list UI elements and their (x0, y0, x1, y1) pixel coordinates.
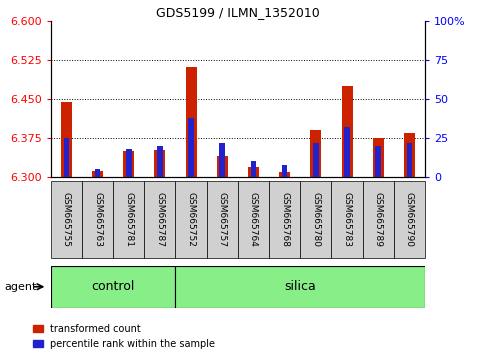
Bar (63, 138, 69, 177)
Bar (313, 143, 319, 177)
Text: GSM665790: GSM665790 (405, 192, 414, 247)
Bar (282, 165, 287, 177)
Text: GSM665764: GSM665764 (249, 192, 258, 247)
Title: GDS5199 / ILMN_1352010: GDS5199 / ILMN_1352010 (156, 6, 320, 19)
Text: control: control (91, 280, 135, 293)
FancyBboxPatch shape (144, 181, 175, 258)
FancyBboxPatch shape (51, 181, 82, 258)
Text: silica: silica (284, 280, 316, 293)
Bar (188, 118, 194, 177)
Text: GSM665757: GSM665757 (218, 192, 227, 247)
Bar (344, 127, 350, 177)
FancyBboxPatch shape (331, 181, 363, 258)
Bar (61, 102, 72, 177)
Bar (157, 146, 163, 177)
Bar (248, 167, 259, 177)
Bar (217, 156, 228, 177)
Bar (219, 143, 225, 177)
Bar (95, 169, 100, 177)
Bar (92, 171, 103, 177)
Bar (311, 130, 321, 177)
Bar (341, 86, 353, 177)
Bar (375, 146, 381, 177)
FancyBboxPatch shape (394, 181, 425, 258)
FancyBboxPatch shape (113, 181, 144, 258)
Bar (126, 149, 131, 177)
Bar (373, 138, 384, 177)
Bar (279, 172, 290, 177)
FancyBboxPatch shape (82, 181, 113, 258)
Bar (407, 143, 412, 177)
FancyBboxPatch shape (363, 181, 394, 258)
Bar (155, 150, 165, 177)
FancyBboxPatch shape (175, 266, 425, 308)
Text: GSM665787: GSM665787 (156, 192, 164, 247)
Text: GSM665752: GSM665752 (186, 192, 196, 247)
FancyBboxPatch shape (207, 181, 238, 258)
Text: GSM665789: GSM665789 (374, 192, 383, 247)
Bar (123, 151, 134, 177)
Bar (404, 133, 415, 177)
FancyBboxPatch shape (238, 181, 269, 258)
Legend: transformed count, percentile rank within the sample: transformed count, percentile rank withi… (29, 320, 219, 353)
FancyBboxPatch shape (51, 266, 175, 308)
FancyBboxPatch shape (269, 181, 300, 258)
Text: GSM665763: GSM665763 (93, 192, 102, 247)
Text: agent: agent (5, 282, 37, 292)
Bar (251, 161, 256, 177)
Text: GSM665768: GSM665768 (280, 192, 289, 247)
Text: GSM665783: GSM665783 (342, 192, 352, 247)
Bar (185, 67, 197, 177)
FancyBboxPatch shape (300, 181, 331, 258)
Text: GSM665780: GSM665780 (312, 192, 320, 247)
Text: GSM665781: GSM665781 (124, 192, 133, 247)
Text: GSM665755: GSM665755 (62, 192, 71, 247)
FancyBboxPatch shape (175, 181, 207, 258)
